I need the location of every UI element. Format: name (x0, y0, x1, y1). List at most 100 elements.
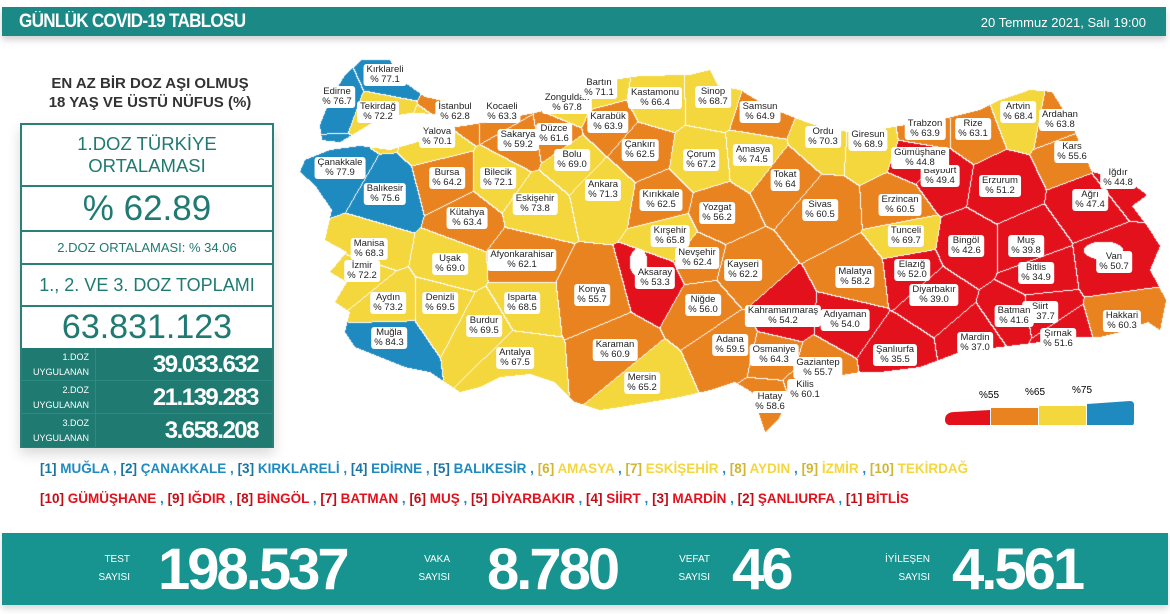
province-label: Rize% 63.1 (955, 118, 991, 140)
dose2-row: 2.DOZ UYGULANAN 21.139.283 (22, 381, 272, 414)
province-label: Nevşehir% 62.4 (675, 247, 719, 269)
province-name: Amasya (735, 144, 771, 155)
province-label: Edirne% 76.7 (319, 86, 355, 108)
top10-lowest-list: [10] GÜMÜŞHANE , [9] IĞDIR , [8] BİNGÖL … (40, 491, 909, 506)
province-label: Batman% 41.6 (994, 305, 1034, 327)
province-name: Kırklareli (366, 64, 404, 75)
province-label: Adana% 59.5 (712, 334, 748, 356)
province-name: Edirne (323, 86, 351, 97)
province-value: % 71.1 (584, 87, 614, 98)
province-name: Gümüşhane (894, 147, 946, 158)
province-name: Mersin (627, 372, 657, 383)
province-name: Hakkari (1105, 310, 1139, 321)
province-value: % 56.0 (688, 304, 718, 315)
province-label: Trabzon% 63.9 (904, 118, 946, 140)
province-value: % 37.0 (960, 342, 990, 353)
province-label: Adıyaman% 54.0 (820, 309, 870, 331)
province-label: Ordu% 70.3 (805, 126, 841, 148)
province-label: Ardahan% 63.8 (1039, 109, 1081, 131)
province-value: % 60.3 (1107, 320, 1137, 331)
province-name: Ordu (812, 126, 834, 137)
province-label: Muş% 39.8 (1008, 235, 1044, 257)
province-name: Muğla (376, 327, 402, 338)
province-label: Elazığ% 52.0 (894, 259, 930, 281)
province-value: % 60.9 (600, 349, 630, 360)
province-name: Konya (578, 284, 606, 295)
province-value: % 55.7 (803, 367, 833, 378)
province-value: % 61.6 (539, 133, 569, 144)
province-name: Yalova (422, 126, 452, 137)
province-value: % 64.2 (432, 177, 462, 188)
province-name: Bayburt (923, 165, 957, 176)
province-value: % 60.5 (805, 209, 835, 220)
dose2-value: 21.139.283 (152, 384, 260, 411)
list-item: [7] BATMAN , (320, 491, 410, 506)
province-name: Giresun (851, 129, 885, 140)
province-name: Denizli (425, 292, 455, 303)
province-value: % 64.9 (745, 111, 775, 122)
province-label: Iğdır% 44.8 (1100, 167, 1136, 189)
province-label: Ankara% 71.3 (584, 179, 622, 201)
legend-red-segment (945, 410, 990, 426)
province-value: % 63.9 (593, 121, 623, 132)
province-label: Kırıkkale% 62.5 (639, 189, 683, 211)
province-name: Şırnak (1044, 328, 1072, 339)
legend-65: %65 (1025, 387, 1046, 398)
province-label: Mersin% 65.2 (624, 372, 660, 394)
province-label: Denizli% 69.5 (422, 292, 458, 314)
province-name: Aydın (375, 292, 401, 303)
province-label: Kütahya% 63.4 (446, 207, 488, 229)
province-label: Bolu% 69.0 (554, 149, 590, 171)
list-item: [5] BALIKESİR , (433, 461, 538, 476)
province-value: % 35.5 (880, 354, 910, 365)
province-label: Amasya% 74.5 (732, 144, 774, 166)
province-value: % 77.1 (370, 74, 400, 85)
province-label: Şanlıurfa% 35.5 (872, 344, 918, 366)
province-name: Kırıkkale (642, 189, 680, 200)
province-value: % 52.0 (897, 269, 927, 280)
province-value: % 42.6 (951, 245, 981, 256)
province-value: % 44.8 (1103, 177, 1133, 188)
province-name: Aksaray (637, 267, 673, 278)
province-value: % 60.5 (885, 204, 915, 215)
province-label: Kars% 55.6 (1054, 141, 1090, 163)
province-name: Samsun (742, 101, 778, 112)
province-name: Burdur (469, 315, 499, 326)
map-legend: %55 %65 %75 (943, 385, 1135, 426)
province-value: % 68.7 (698, 96, 728, 107)
province-label: Muğla% 84.3 (371, 327, 407, 349)
province-name: İstanbul (438, 101, 472, 112)
province-name: Erzincan (881, 194, 919, 205)
province-name: Çorum (686, 149, 716, 160)
province-name: Batman (997, 305, 1031, 316)
province-label: Çorum% 67.2 (683, 149, 719, 171)
province-name: Afyonkarahisar (490, 249, 554, 260)
province-label: Kilis% 60.1 (787, 379, 823, 401)
province-name: Mardin (960, 332, 990, 343)
province-name: Tokat (773, 169, 797, 180)
province-name: Bingöl (952, 235, 980, 246)
province-value: % 60.1 (790, 389, 820, 400)
province-label: Van% 50.7 (1096, 251, 1132, 273)
province-value: % 39.8 (1011, 245, 1041, 256)
province-name: Bitlis (1025, 262, 1047, 273)
province-label: Kırklareli% 77.1 (363, 64, 407, 86)
province-name: Balıkesir (366, 183, 404, 194)
province-label: Manisa% 68.3 (350, 238, 388, 260)
province-label: Kocaeli% 63.3 (483, 101, 521, 123)
province-label: Kahramanmaraş% 54.2 (744, 305, 822, 327)
province-value: % 84.3 (374, 337, 404, 348)
province-name: Kayseri (727, 259, 759, 270)
list-item: [6] AMASYA , (537, 461, 626, 476)
province-name: Bursa (434, 167, 460, 178)
province-value: % 47.4 (1075, 199, 1105, 210)
province-value: % 68.5 (507, 302, 537, 313)
province-name: Şanlıurfa (875, 344, 915, 355)
province-name: Gaziantep (796, 357, 840, 368)
province-value: % 68.9 (853, 139, 883, 150)
province-name: İzmir (351, 260, 373, 271)
province-label: Tunceli% 69.7 (887, 225, 925, 247)
province-value: % 75.6 (370, 193, 400, 204)
province-value: % 55.6 (1057, 151, 1087, 162)
province-name: Rize (963, 118, 983, 129)
